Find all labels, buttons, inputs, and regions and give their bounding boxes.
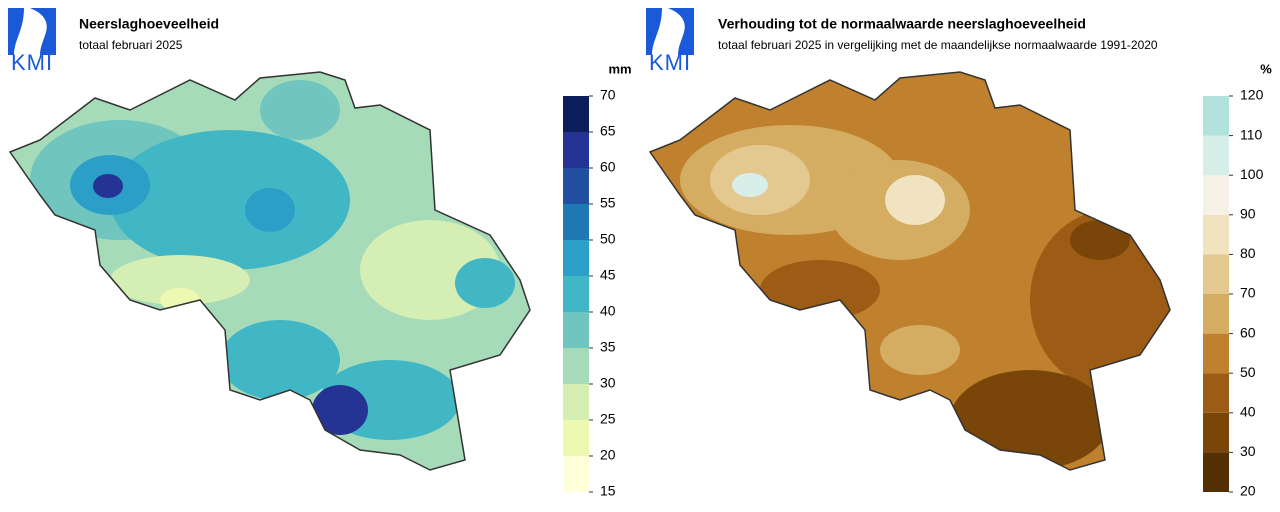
colorbar-band (1203, 96, 1229, 136)
colorbar-band (1203, 373, 1229, 413)
colorbar-band (563, 168, 589, 204)
colorbar: 20 30 40 50 60 70 80 90 100 110 120 (1203, 87, 1264, 499)
colorbar-band (563, 96, 589, 132)
tick-label: 20 (600, 447, 616, 463)
colorbar-band (1203, 412, 1229, 453)
colorbar-band (563, 240, 589, 276)
tick-label: 30 (600, 375, 616, 391)
left-map: KMI Neerslaghoeveelheid totaal februari … (8, 8, 632, 499)
colorbar-band (1203, 452, 1229, 492)
logo-icon (8, 8, 56, 55)
tick-label: 65 (600, 123, 616, 139)
map-title: Verhouding tot de normaalwaarde neerslag… (718, 16, 1086, 32)
colorbar-band (1203, 175, 1229, 215)
colorbar-band (1203, 254, 1229, 294)
logo-icon (646, 8, 694, 55)
tick-label: 70 (600, 87, 616, 103)
tick-label: 50 (1240, 364, 1256, 380)
tick-label: 60 (1240, 324, 1256, 340)
tick-label: 80 (1240, 245, 1256, 261)
tick-label: 120 (1240, 87, 1264, 103)
tick-label: 40 (1240, 404, 1256, 420)
tick-label: 20 (1240, 483, 1256, 499)
colorbar-band (1203, 135, 1229, 176)
right-map: KMI Verhouding tot de normaalwaarde neer… (646, 8, 1272, 499)
colorbar-band (563, 204, 589, 240)
tick-label: 50 (600, 231, 616, 247)
tick-label: 100 (1240, 166, 1264, 182)
tick-label: 30 (1240, 443, 1256, 459)
map-fill (10, 72, 530, 470)
tick-label: 70 (1240, 285, 1256, 301)
colorbar-band (563, 420, 589, 456)
map-subtitle: totaal februari 2025 in vergelijking met… (718, 38, 1158, 52)
tick-label: 90 (1240, 206, 1256, 222)
colorbar-band (563, 456, 589, 492)
map-title: Neerslaghoeveelheid (79, 16, 219, 32)
logo-text: KMI (11, 50, 53, 75)
colorbar-band (563, 348, 589, 384)
tick-label: 35 (600, 339, 616, 355)
colorbar-band (563, 384, 589, 420)
map-fill (650, 72, 1170, 470)
tick-label: 15 (600, 483, 616, 499)
map-subtitle: totaal februari 2025 (79, 38, 183, 52)
legend-unit: % (1260, 61, 1272, 76)
colorbar-band (1203, 294, 1229, 334)
colorbar-band (1203, 333, 1229, 374)
tick-label: 55 (600, 195, 616, 211)
colorbar-band (563, 276, 589, 312)
tick-label: 25 (600, 411, 616, 427)
colorbar: 15 20 25 30 35 40 45 50 55 60 65 70 (563, 87, 616, 499)
legend-unit: mm (608, 61, 631, 76)
logo-text: KMI (649, 50, 691, 75)
colorbar-band (563, 312, 589, 348)
colorbar-band (1203, 214, 1229, 255)
colorbar-band (563, 132, 589, 168)
tick-label: 45 (600, 267, 616, 283)
tick-label: 110 (1240, 126, 1263, 142)
tick-label: 60 (600, 159, 616, 175)
tick-label: 40 (600, 303, 616, 319)
